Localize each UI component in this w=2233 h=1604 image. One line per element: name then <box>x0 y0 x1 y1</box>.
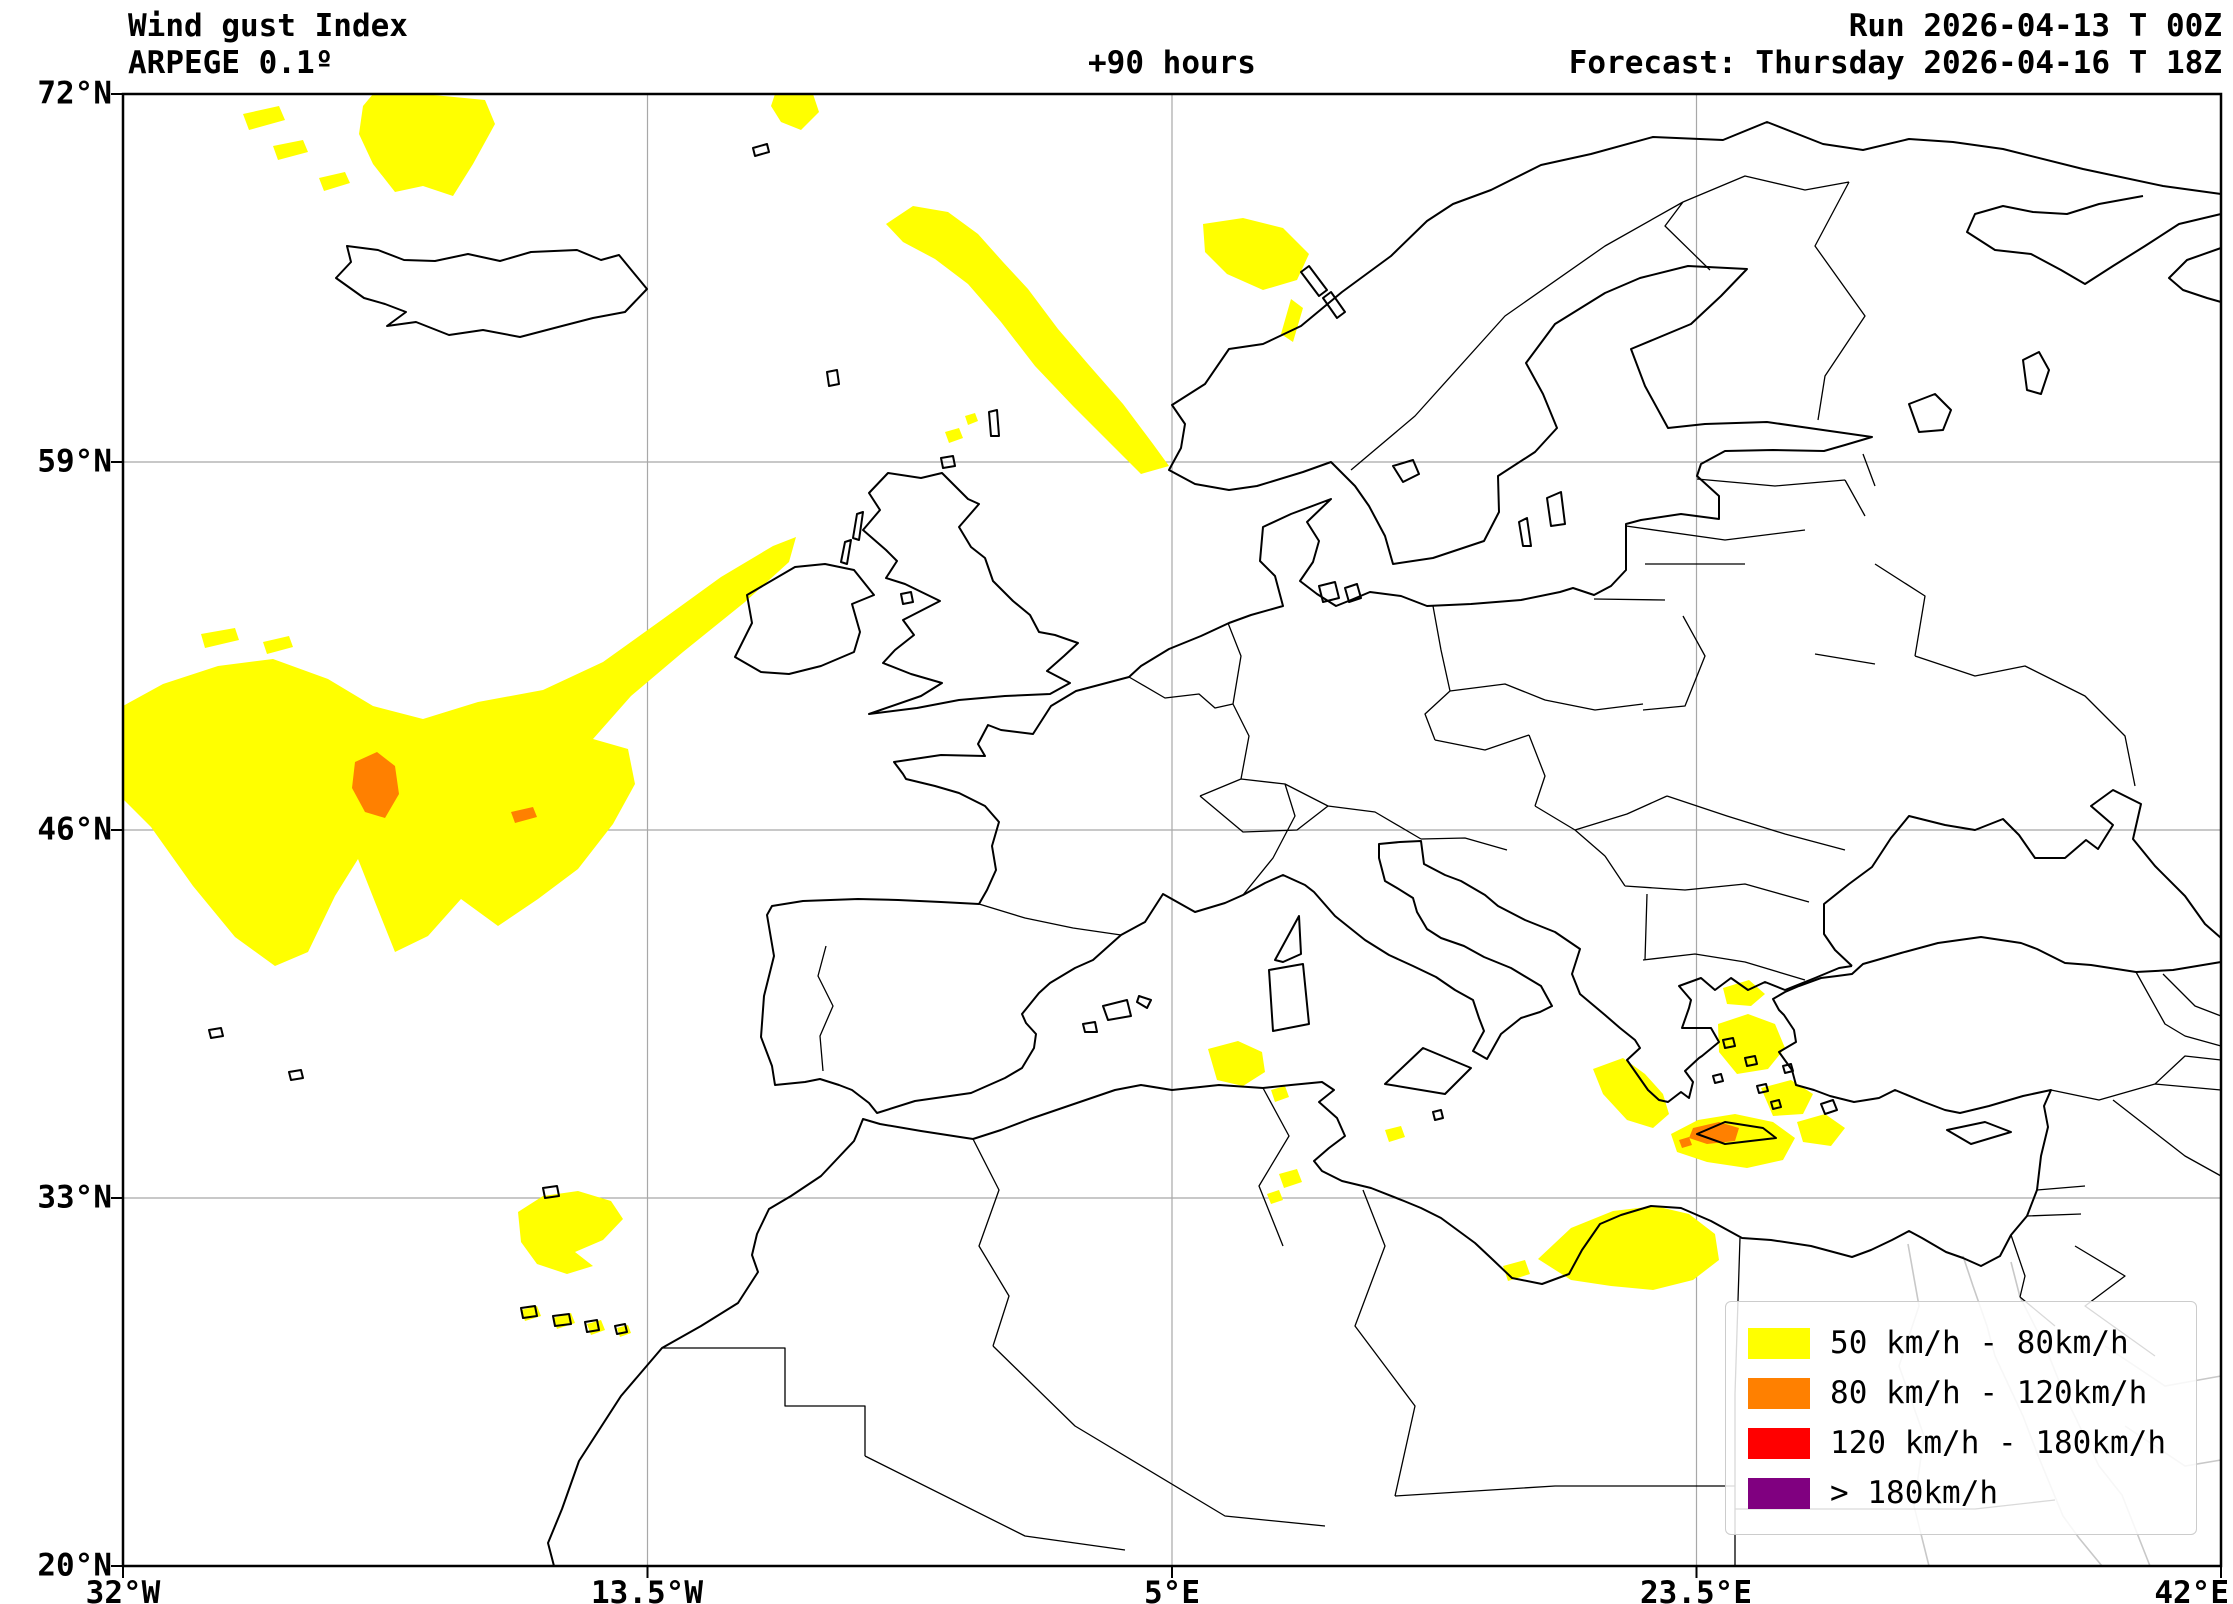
legend-swatch-50-80 <box>1748 1327 1811 1359</box>
figure-title: Wind gust Index <box>128 8 408 44</box>
y-axis-label: 46°N <box>37 811 112 848</box>
legend: 50 km/h - 80km/h 80 km/h - 120km/h 120 k… <box>1725 1301 2197 1535</box>
legend-item: 80 km/h - 120km/h <box>1748 1368 2166 1418</box>
y-axis-label: 59°N <box>37 443 112 480</box>
legend-label: > 180km/h <box>1830 1475 1999 1511</box>
coastline-islands <box>208 143 2050 1335</box>
gust-region-norwegian-sea <box>886 206 1169 474</box>
model-label: ARPEGE 0.1º <box>128 45 334 81</box>
borders-europe <box>817 175 2222 1072</box>
legend-item: 120 km/h - 180km/h <box>1748 1418 2166 1468</box>
wind-gust-overlay-50-80 <box>123 94 1845 1337</box>
coastlines <box>208 121 2222 1567</box>
forecast-timestamp: Forecast: Thursday 2026-04-16 T 18Z <box>1568 45 2222 81</box>
legend-label: 50 km/h - 80km/h <box>1830 1325 2129 1361</box>
wind-gust-overlay-80-120 <box>352 752 1739 1148</box>
coastline-turkey-africa <box>547 936 2222 1567</box>
run-timestamp: Run 2026-04-13 T 00Z <box>1848 8 2222 44</box>
y-axis-label: 72°N <box>37 75 112 112</box>
coastline-ireland <box>734 563 875 675</box>
x-axis-label: 32°W <box>85 1575 161 1604</box>
map-plot-area <box>111 92 2223 1578</box>
figure-header-left: Wind gust Index ARPEGE 0.1º <box>128 8 408 82</box>
figure-header-right: Run 2026-04-13 T 00Z Forecast: Thursday 2… <box>1569 8 2222 82</box>
x-axis-label: 5°E <box>1144 1575 1200 1604</box>
coastline-black-sea-north <box>1823 789 2222 967</box>
gust-region-crete-orange <box>1679 1122 1739 1148</box>
legend-label: 80 km/h - 120km/h <box>1830 1375 2148 1411</box>
legend-label: 120 km/h - 180km/h <box>1830 1425 2166 1461</box>
gust-region-atlantic <box>123 537 796 966</box>
coastline-mainland-europe <box>760 121 2222 1114</box>
legend-item: > 180km/h <box>1748 1468 2166 1518</box>
legend-swatch-80-120 <box>1748 1377 1811 1409</box>
gust-region-aegean <box>1593 980 1845 1168</box>
forecast-hour-label: +90 hours <box>1088 45 1256 81</box>
plot-frame <box>121 92 2223 1568</box>
coastline-great-britain <box>862 472 1079 715</box>
legend-swatch-120-180 <box>1748 1427 1811 1459</box>
legend-item: 50 km/h - 80km/h <box>1748 1318 2166 1368</box>
gust-region-madeira <box>518 1191 623 1274</box>
gust-region-iceland <box>243 94 495 196</box>
x-axis-label: 42°E <box>2154 1575 2229 1604</box>
gust-region-atlantic-orange <box>352 752 537 823</box>
x-axis-label: 23.5°E <box>1640 1575 1752 1604</box>
axis-ticks <box>111 93 2222 1578</box>
gust-region-libya-coast <box>1503 1206 1719 1290</box>
y-axis-label: 20°N <box>37 1547 112 1584</box>
coastline-white-sea <box>1966 195 2222 303</box>
x-axis-label: 13.5°W <box>591 1575 703 1604</box>
y-axis-label: 33°N <box>37 1179 112 1216</box>
gridlines <box>123 94 2221 1566</box>
map-svg <box>111 92 2223 1578</box>
legend-swatch-180plus <box>1748 1477 1811 1509</box>
coastline-iceland <box>335 245 648 338</box>
